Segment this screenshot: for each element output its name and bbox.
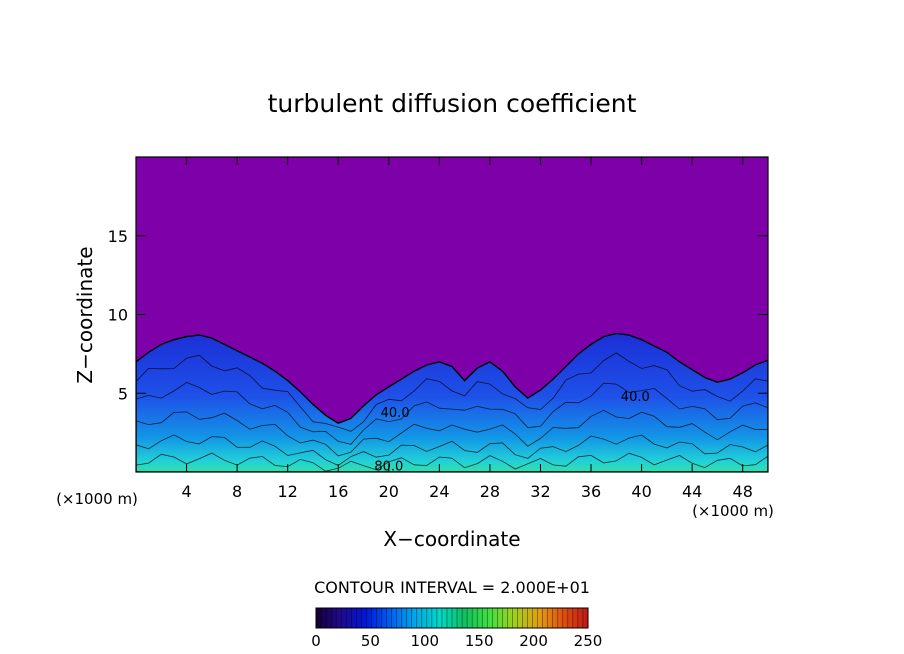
x-tick-label: 48 (733, 482, 753, 501)
x-tick-label: 20 (379, 482, 399, 501)
contour-line (136, 452, 768, 472)
colorbar-tick-label: 0 (311, 632, 321, 650)
colorbar-tick-label: 200 (519, 632, 548, 650)
contour-line (136, 409, 768, 457)
x-tick-label: 40 (631, 482, 651, 501)
x-tick-label: 12 (278, 482, 298, 501)
x-axis-label: X−coordinate (383, 527, 520, 551)
colorbar-stripes (320, 608, 584, 628)
x-tick-label: 32 (530, 482, 550, 501)
contour-line (136, 352, 768, 432)
colorbar-frame (315, 607, 589, 629)
y-axis-ticks: 5 10 15 (108, 227, 768, 403)
x-tick-label: 36 (581, 482, 601, 501)
colorbar-tick-label: 250 (574, 632, 603, 650)
contour-label: 40.0 (621, 390, 650, 405)
boundary-layer-region (136, 332, 768, 472)
x-tick-label: 24 (429, 482, 449, 501)
colorbar-tick-label: 100 (410, 632, 439, 650)
x-tick-label: 4 (181, 482, 191, 501)
y-tick-label: 15 (108, 227, 128, 246)
x-tick-label: 16 (328, 482, 348, 501)
x-unit-right: (×1000 m) (692, 502, 774, 520)
contour-interval-text: CONTOUR INTERVAL = 2.000E+01 (314, 578, 590, 597)
y-tick-label: 10 (108, 306, 128, 325)
x-tick-label: 28 (480, 482, 500, 501)
x-tick-label: 44 (682, 482, 702, 501)
y-tick-label: 5 (118, 384, 128, 403)
contour-label: 40.0 (381, 406, 410, 421)
colorbar-tick-label: 50 (361, 632, 380, 650)
contour-line (136, 434, 768, 466)
y-axis-label: Z−coordinate (73, 246, 97, 383)
x-unit-left: (×1000 m) (56, 490, 138, 508)
turbulent-layer (136, 332, 768, 472)
x-axis-ticks: 4 8 12 16 20 24 28 32 36 40 44 48 (181, 157, 753, 501)
colorbar-tick-label: 150 (465, 632, 494, 650)
x-tick-label: 8 (232, 482, 242, 501)
colorbar-ticks: 0 50 100 150 200 250 (311, 632, 602, 650)
chart-title: turbulent diffusion coefficient (268, 89, 637, 118)
contour-line (136, 382, 768, 445)
